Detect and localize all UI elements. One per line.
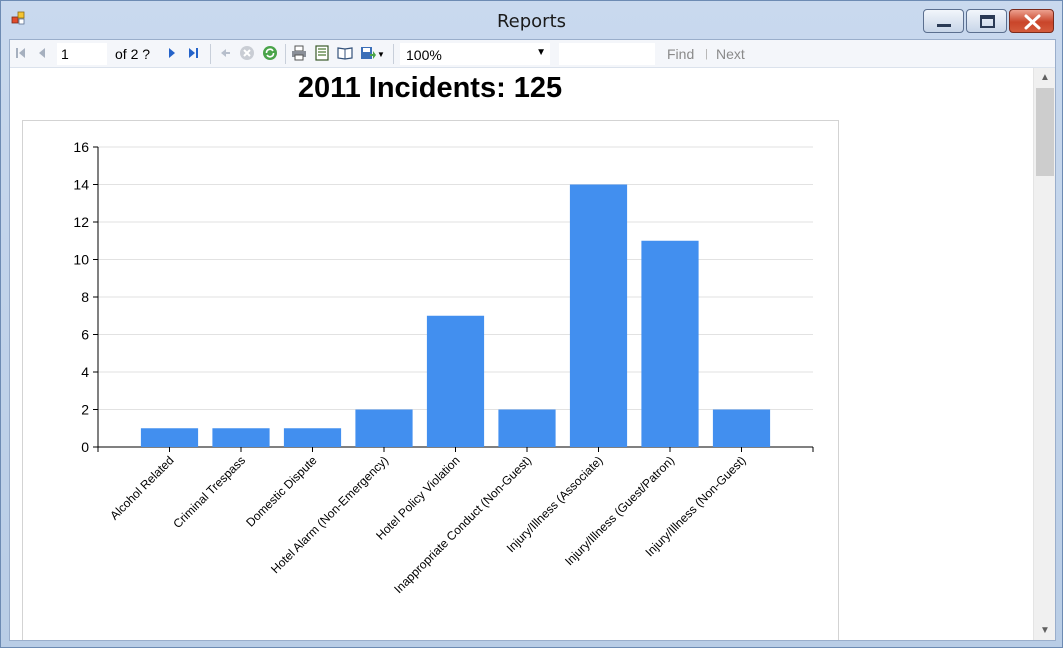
scroll-up-button[interactable]: ▲: [1034, 68, 1055, 88]
previous-page-icon[interactable]: [34, 45, 50, 61]
page-count-label: of 2 ?: [115, 46, 151, 62]
app-icon: [11, 11, 25, 25]
report-title: 2011 Incidents: 125: [297, 72, 563, 104]
x-tick-label: Hotel Alarm (Non-Emergency): [268, 453, 391, 576]
print-layout-icon[interactable]: [314, 45, 330, 61]
stop-icon[interactable]: [239, 45, 255, 61]
find-next-separator: |: [705, 48, 708, 60]
title-bar[interactable]: Reports: [1, 1, 1062, 39]
report-viewer: of 2 ? ▼ 100% ▼ Find | Next 2011 Inci: [9, 39, 1056, 641]
find-link[interactable]: Find: [667, 46, 695, 62]
report-toolbar: of 2 ? ▼ 100% ▼ Find | Next: [10, 40, 1055, 68]
y-tick-label: 6: [81, 327, 89, 343]
bar: [426, 315, 485, 447]
y-tick-label: 4: [81, 364, 89, 380]
x-tick-label: Inappropriate Conduct (Non-Guest): [391, 453, 534, 596]
vertical-scrollbar[interactable]: ▲ ▼: [1033, 68, 1055, 640]
bar: [712, 409, 771, 447]
bar: [641, 240, 699, 447]
y-tick-label: 10: [73, 252, 89, 268]
toolbar-separator: [285, 44, 286, 64]
report-page: 2011 Incidents: 125 0 2 4 6 8 10 12 14 16 Alcohol…: [10, 68, 1033, 640]
print-icon[interactable]: [291, 45, 307, 61]
bar: [140, 428, 199, 447]
minimize-button[interactable]: [923, 9, 964, 33]
next-link[interactable]: Next: [716, 46, 745, 62]
x-tick-label: Domestic Dispute: [243, 453, 320, 530]
page-setup-icon[interactable]: [337, 45, 353, 61]
scroll-down-button[interactable]: ▼: [1034, 620, 1055, 640]
y-tick-label: 0: [81, 439, 89, 455]
y-tick-label: 14: [73, 177, 89, 193]
zoom-select[interactable]: 100% ▼: [400, 43, 550, 65]
y-tick-label: 16: [73, 139, 89, 155]
y-tick-label: 12: [73, 214, 89, 230]
y-tick-label: 8: [81, 289, 89, 305]
bar: [569, 184, 628, 447]
maximize-button[interactable]: [966, 9, 1007, 33]
close-button[interactable]: [1009, 9, 1054, 33]
back-icon[interactable]: [217, 45, 233, 61]
export-dropdown-icon[interactable]: ▼: [377, 50, 385, 59]
minimize-icon: [937, 24, 951, 27]
restore-icon: [980, 15, 995, 28]
refresh-icon[interactable]: [262, 45, 278, 61]
next-page-icon[interactable]: [164, 45, 180, 61]
chevron-down-icon: ▼: [1040, 625, 1050, 636]
scrollbar-thumb[interactable]: [1036, 88, 1054, 176]
chevron-up-icon: ▲: [1040, 72, 1050, 83]
x-tick-label: Alcohol Related: [107, 453, 176, 522]
window-title: Reports: [496, 11, 567, 32]
toolbar-separator: [210, 44, 211, 64]
x-tick-label: Criminal Trespass: [170, 453, 248, 531]
chevron-down-icon: ▼: [536, 47, 546, 58]
chart-container: 0 2 4 6 8 10 12 14 16 Alcohol Related Criminal Tre…: [22, 120, 839, 640]
bar: [498, 409, 556, 447]
bar: [212, 428, 270, 447]
first-page-icon[interactable]: [13, 45, 29, 61]
page-number-input[interactable]: [57, 43, 107, 65]
toolbar-separator: [393, 44, 394, 64]
last-page-icon[interactable]: [185, 45, 201, 61]
close-icon: [1024, 14, 1041, 30]
bar: [355, 409, 413, 447]
zoom-value: 100%: [406, 47, 442, 63]
export-icon[interactable]: [360, 45, 376, 61]
bar: [283, 428, 342, 447]
y-tick-label: 2: [81, 402, 89, 418]
find-text-input[interactable]: [559, 43, 655, 65]
